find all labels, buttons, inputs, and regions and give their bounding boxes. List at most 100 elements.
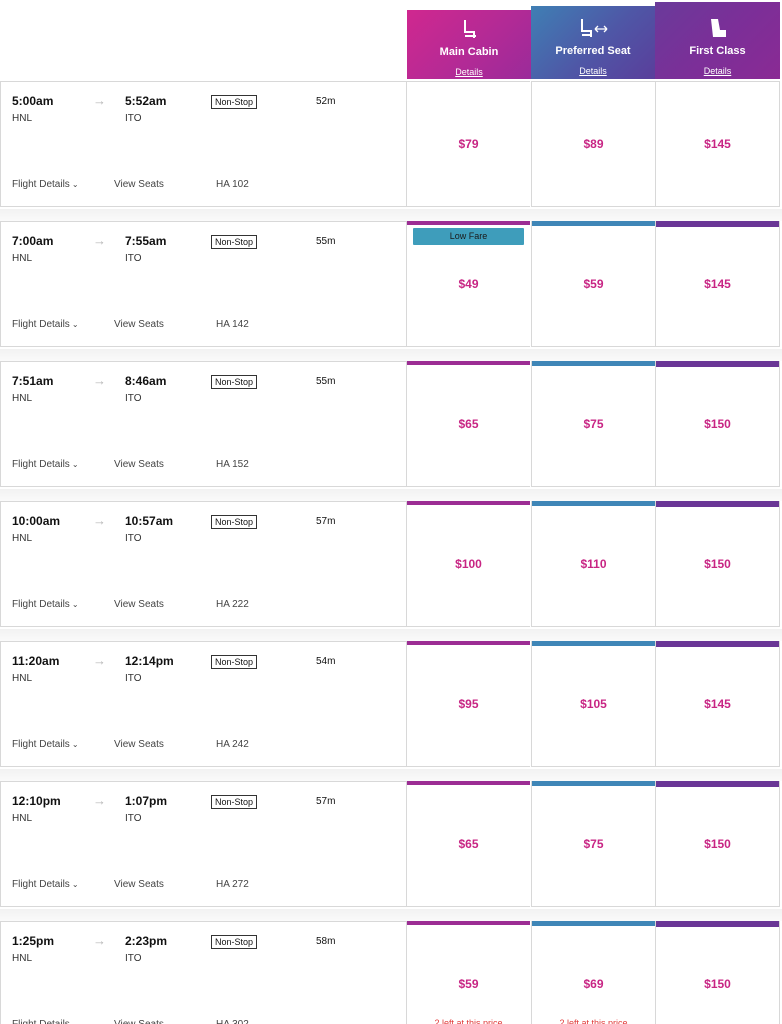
arrival-airport: ITO [125,673,142,684]
arrival-time: 10:57am [125,514,174,528]
departure-airport: HNL [12,533,33,544]
chevron-down-icon: ⌄ [71,320,79,329]
price-main-cabin: $65 [458,837,479,851]
price-main-cabin: $79 [458,137,479,151]
first-class-bar [656,781,779,787]
flight-info: 5:00am → 5:52am Non-Stop 52m HNL ITO Fli… [0,81,406,207]
row-separator [0,349,782,361]
price-main-cabin: $49 [458,277,479,291]
departure-time: 12:10pm [12,794,61,808]
first-class-bar [656,641,779,647]
fare-option-preferred-seat[interactable]: $69 2 left at this price [531,921,655,1024]
flight-duration: 57m [316,796,336,807]
fare-option-main-cabin[interactable]: $65 [406,361,530,487]
price-preferred-seat: $59 [583,277,604,291]
flight-details-button[interactable]: Flight Details⌄ [12,879,79,890]
price-first-class: $150 [704,557,731,571]
row-separator [0,909,782,921]
fare-option-preferred-seat[interactable]: $110 [531,501,655,627]
view-seats-link[interactable]: View Seats [114,599,164,610]
price-first-class: $150 [704,977,731,991]
flight-details-button[interactable]: Flight Details⌄ [12,179,79,190]
flight-info: 12:10pm → 1:07pm Non-Stop 57m HNL ITO Fl… [0,781,406,907]
price-first-class: $150 [704,837,731,851]
price-preferred-seat: $110 [580,557,607,571]
flight-number: HA 302 [216,1019,249,1024]
fare-option-preferred-seat[interactable]: $105 [531,641,655,767]
stops-badge: Non-Stop [211,375,258,389]
seats-left-note-main-cabin: 2 left at this price [434,1018,503,1024]
view-seats-link[interactable]: View Seats [114,1019,164,1024]
arrow-right-icon: → [93,653,106,668]
flight-details-label: Flight Details [12,179,70,190]
fare-option-first-class[interactable]: $150 [655,781,780,907]
flight-row: 7:00am → 7:55am Non-Stop 55m HNL ITO Fli… [0,221,782,349]
flight-duration: 54m [316,656,336,667]
fare-option-main-cabin[interactable]: $65 [406,781,530,907]
fare-option-preferred-seat[interactable]: $89 [531,81,655,207]
details-link-main-cabin[interactable]: Details [455,67,483,77]
preferred-seat-bar [532,781,655,786]
fare-option-preferred-seat[interactable]: $75 [531,781,655,907]
flight-details-button[interactable]: Flight Details⌄ [12,599,79,610]
stops-badge: Non-Stop [211,95,258,109]
main-cabin-bar [407,501,530,505]
arrow-right-icon: → [93,933,106,948]
arrival-time: 5:52am [125,94,167,108]
details-link-first-class[interactable]: Details [703,66,732,76]
details-link-preferred-seat[interactable]: Details [579,66,607,76]
arrow-right-icon: → [93,513,106,528]
fare-option-first-class[interactable]: $150 [655,921,780,1024]
flight-duration: 55m [316,236,336,247]
first-class-seat-icon [710,19,726,37]
flight-details-label: Flight Details [12,879,70,890]
chevron-down-icon: ⌄ [71,880,79,889]
fare-option-main-cabin[interactable]: $95 [406,641,530,767]
price-preferred-seat: $105 [580,697,607,711]
fare-option-preferred-seat[interactable]: $59 [531,221,655,347]
arrival-airport: ITO [125,393,142,404]
view-seats-link[interactable]: View Seats [114,179,164,190]
stops-badge: Non-Stop [211,795,258,809]
main-cabin-bar [407,641,530,645]
flight-details-label: Flight Details [12,599,70,610]
flight-row: 12:10pm → 1:07pm Non-Stop 57m HNL ITO Fl… [0,781,782,909]
flight-row: 5:00am → 5:52am Non-Stop 52m HNL ITO Fli… [0,81,782,209]
flight-details-button[interactable]: Flight Details⌄ [12,319,79,330]
departure-airport: HNL [12,253,33,264]
flight-info: 7:00am → 7:55am Non-Stop 55m HNL ITO Fli… [0,221,406,347]
fare-option-first-class[interactable]: $150 [655,361,780,487]
fare-title-first-class: First Class [689,45,746,57]
view-seats-link[interactable]: View Seats [114,459,164,470]
fare-option-first-class[interactable]: $145 [655,641,780,767]
fare-option-main-cabin[interactable]: $79 [406,81,530,207]
flight-details-button[interactable]: Flight Details⌄ [12,739,79,750]
fare-option-first-class[interactable]: $145 [655,221,780,347]
fare-option-main-cabin[interactable]: $59 2 left at this price [406,921,530,1024]
low-fare-badge: Low Fare [413,228,524,245]
departure-airport: HNL [12,673,33,684]
fare-option-first-class[interactable]: $145 [655,81,780,207]
view-seats-link[interactable]: View Seats [114,879,164,890]
fare-option-main-cabin[interactable]: Low Fare $49 [406,221,530,347]
preferred-seat-bar [532,501,655,506]
view-seats-link[interactable]: View Seats [114,319,164,330]
flight-duration: 55m [316,376,336,387]
flight-info: 7:51am → 8:46am Non-Stop 55m HNL ITO Fli… [0,361,406,487]
fare-option-main-cabin[interactable]: $100 [406,501,530,627]
first-class-bar [656,361,779,367]
departure-airport: HNL [12,393,33,404]
first-class-bar [656,501,779,507]
fare-option-preferred-seat[interactable]: $75 [531,361,655,487]
chevron-down-icon: ⌄ [71,460,79,469]
flight-info: 11:20am → 12:14pm Non-Stop 54m HNL ITO F… [0,641,406,767]
flight-details-label: Flight Details [12,1019,70,1024]
departure-time: 7:51am [12,374,54,388]
view-seats-link[interactable]: View Seats [114,739,164,750]
fare-option-first-class[interactable]: $150 [655,501,780,627]
flight-number: HA 102 [216,179,249,190]
flight-details-button[interactable]: Flight Details⌄ [12,1019,79,1024]
arrival-time: 1:07pm [125,794,168,808]
preferred-seat-bar [532,221,655,226]
flight-details-button[interactable]: Flight Details⌄ [12,459,79,470]
